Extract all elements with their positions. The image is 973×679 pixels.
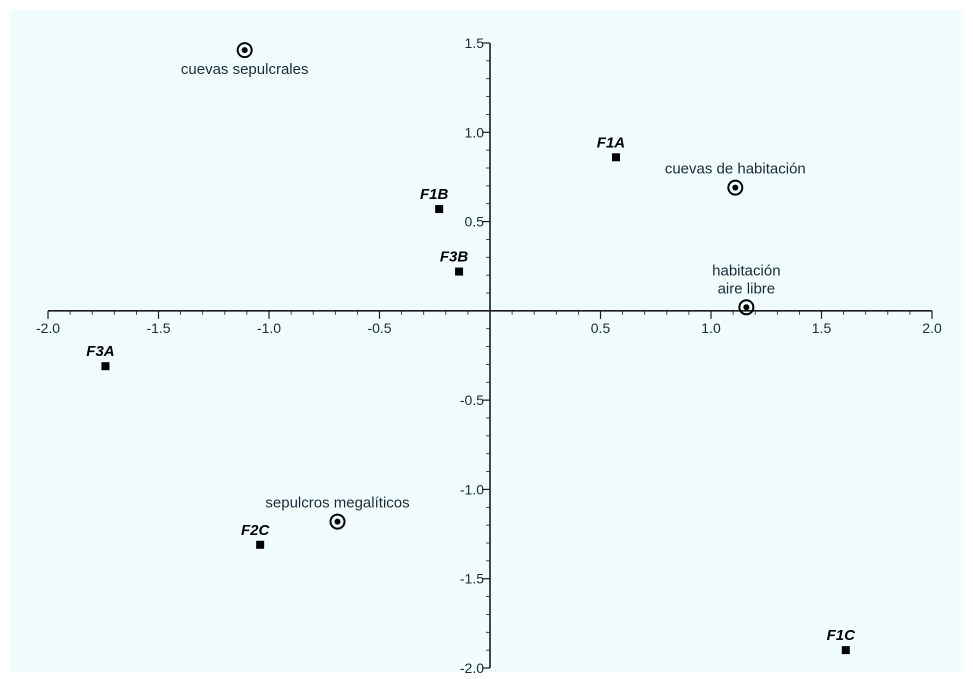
factor-label: F3A [86, 343, 114, 360]
x-tick-label: -2.0 [36, 320, 60, 336]
ring-marker [236, 42, 253, 59]
factor-point: F3A [86, 343, 115, 371]
site-label: cuevas sepulcrales [181, 61, 309, 78]
data-points: cuevas sepulcrales cuevas de habitación ha… [86, 42, 857, 655]
site-point: cuevas de habitación [665, 161, 806, 196]
x-tick-label: -1.5 [146, 320, 170, 336]
y-tick-label: -2.0 [460, 660, 484, 676]
factor-point: F2C [241, 522, 271, 549]
y-tick-label: 1.5 [465, 35, 485, 51]
factor-label: F1C [827, 627, 857, 644]
dot-marker [241, 47, 248, 54]
y-tick-label: -1.5 [460, 571, 484, 587]
factor-label: F1B [420, 186, 449, 203]
site-label: habitación [712, 262, 780, 279]
factor-label: F2C [241, 522, 271, 539]
ring-marker [738, 299, 755, 316]
factor-label: F1A [597, 134, 625, 151]
y-tick-label: 1.0 [465, 124, 485, 140]
y-tick-label: -1.0 [460, 481, 484, 497]
site-label: aire libre [718, 280, 776, 297]
y-tick-label: -0.5 [460, 392, 484, 408]
factor-point: F1B [420, 186, 449, 214]
x-tick-label: 0.5 [591, 320, 611, 336]
square-marker [455, 267, 464, 276]
factor-point: F1A [597, 134, 625, 162]
ring-marker [727, 179, 744, 196]
dot-marker [732, 184, 739, 191]
square-marker [435, 205, 444, 214]
x-tick-label: 2.0 [922, 320, 942, 336]
ring-marker [329, 513, 346, 530]
site-label: sepulcros megalíticos [265, 495, 409, 512]
square-marker [101, 362, 110, 371]
dot-marker [334, 518, 341, 525]
y-major-ticks [482, 42, 490, 669]
y-tick-label: 0.5 [465, 214, 485, 230]
y-tick-labels: 1.5 1.0 0.5 -0.5 -1.0 -1.5 -2.0 [460, 35, 484, 676]
site-label: cuevas de habitación [665, 161, 806, 178]
site-point: sepulcros megalíticos [265, 495, 410, 530]
plot-background [10, 10, 963, 672]
square-marker [841, 646, 850, 655]
factor-point: F3B [440, 249, 469, 276]
square-marker [256, 540, 265, 549]
dot-marker [743, 304, 750, 311]
x-major-ticks [47, 310, 933, 319]
x-tick-label: -1.0 [257, 320, 281, 336]
x-tick-label: -0.5 [367, 320, 391, 336]
square-marker [611, 153, 620, 162]
site-point: cuevas sepulcrales [181, 42, 309, 78]
x-tick-label: 1.0 [701, 320, 721, 336]
factor-point: F1C [827, 627, 857, 655]
factor-label: F3B [440, 249, 469, 266]
x-tick-labels: -2.0 -1.5 -1.0 -0.5 0.5 1.0 1.5 2.0 [36, 320, 942, 336]
x-tick-label: 1.5 [812, 320, 832, 336]
